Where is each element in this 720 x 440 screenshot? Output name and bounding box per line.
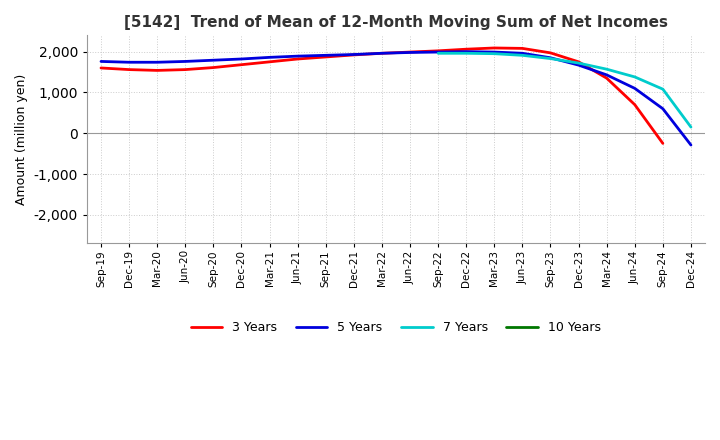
- 3 Years: [462, 47, 471, 52]
- 3 Years: [293, 56, 302, 62]
- 3 Years: [96, 65, 105, 70]
- 7 Years: [546, 56, 555, 61]
- 5 Years: [96, 59, 105, 64]
- 3 Years: [603, 76, 611, 81]
- 5 Years: [603, 72, 611, 77]
- 5 Years: [546, 55, 555, 60]
- 5 Years: [349, 52, 358, 57]
- Title: [5142]  Trend of Mean of 12-Month Moving Sum of Net Incomes: [5142] Trend of Mean of 12-Month Moving …: [124, 15, 668, 30]
- 5 Years: [462, 49, 471, 54]
- 5 Years: [687, 143, 696, 148]
- 5 Years: [631, 86, 639, 91]
- 3 Years: [321, 54, 330, 59]
- 7 Years: [518, 53, 527, 58]
- 7 Years: [687, 125, 696, 130]
- 5 Years: [153, 59, 161, 65]
- 5 Years: [518, 51, 527, 56]
- Legend: 3 Years, 5 Years, 7 Years, 10 Years: 3 Years, 5 Years, 7 Years, 10 Years: [186, 316, 606, 339]
- 3 Years: [405, 49, 414, 55]
- 3 Years: [209, 65, 217, 70]
- 3 Years: [265, 59, 274, 65]
- Line: 3 Years: 3 Years: [101, 48, 663, 143]
- 5 Years: [575, 62, 583, 68]
- 3 Years: [181, 67, 189, 72]
- 3 Years: [377, 51, 386, 56]
- 7 Years: [433, 51, 442, 56]
- 5 Years: [490, 49, 499, 55]
- 5 Years: [377, 51, 386, 56]
- 7 Years: [631, 74, 639, 80]
- 3 Years: [575, 59, 583, 65]
- 7 Years: [603, 66, 611, 72]
- 7 Years: [575, 60, 583, 66]
- 5 Years: [265, 55, 274, 60]
- 7 Years: [490, 51, 499, 56]
- 5 Years: [293, 54, 302, 59]
- 3 Years: [433, 48, 442, 54]
- 5 Years: [209, 58, 217, 63]
- 3 Years: [125, 67, 133, 72]
- 3 Years: [631, 102, 639, 107]
- 5 Years: [125, 59, 133, 65]
- 3 Years: [349, 52, 358, 58]
- 3 Years: [490, 45, 499, 51]
- 3 Years: [518, 46, 527, 51]
- Y-axis label: Amount (million yen): Amount (million yen): [15, 74, 28, 205]
- 5 Years: [237, 56, 246, 62]
- Line: 7 Years: 7 Years: [438, 53, 691, 127]
- 3 Years: [153, 68, 161, 73]
- Line: 5 Years: 5 Years: [101, 51, 691, 145]
- 5 Years: [659, 106, 667, 111]
- 5 Years: [433, 49, 442, 55]
- 7 Years: [462, 51, 471, 56]
- 3 Years: [659, 141, 667, 146]
- 3 Years: [546, 50, 555, 55]
- 3 Years: [237, 62, 246, 67]
- 5 Years: [405, 50, 414, 55]
- 7 Years: [659, 87, 667, 92]
- 5 Years: [181, 59, 189, 64]
- 5 Years: [321, 53, 330, 58]
